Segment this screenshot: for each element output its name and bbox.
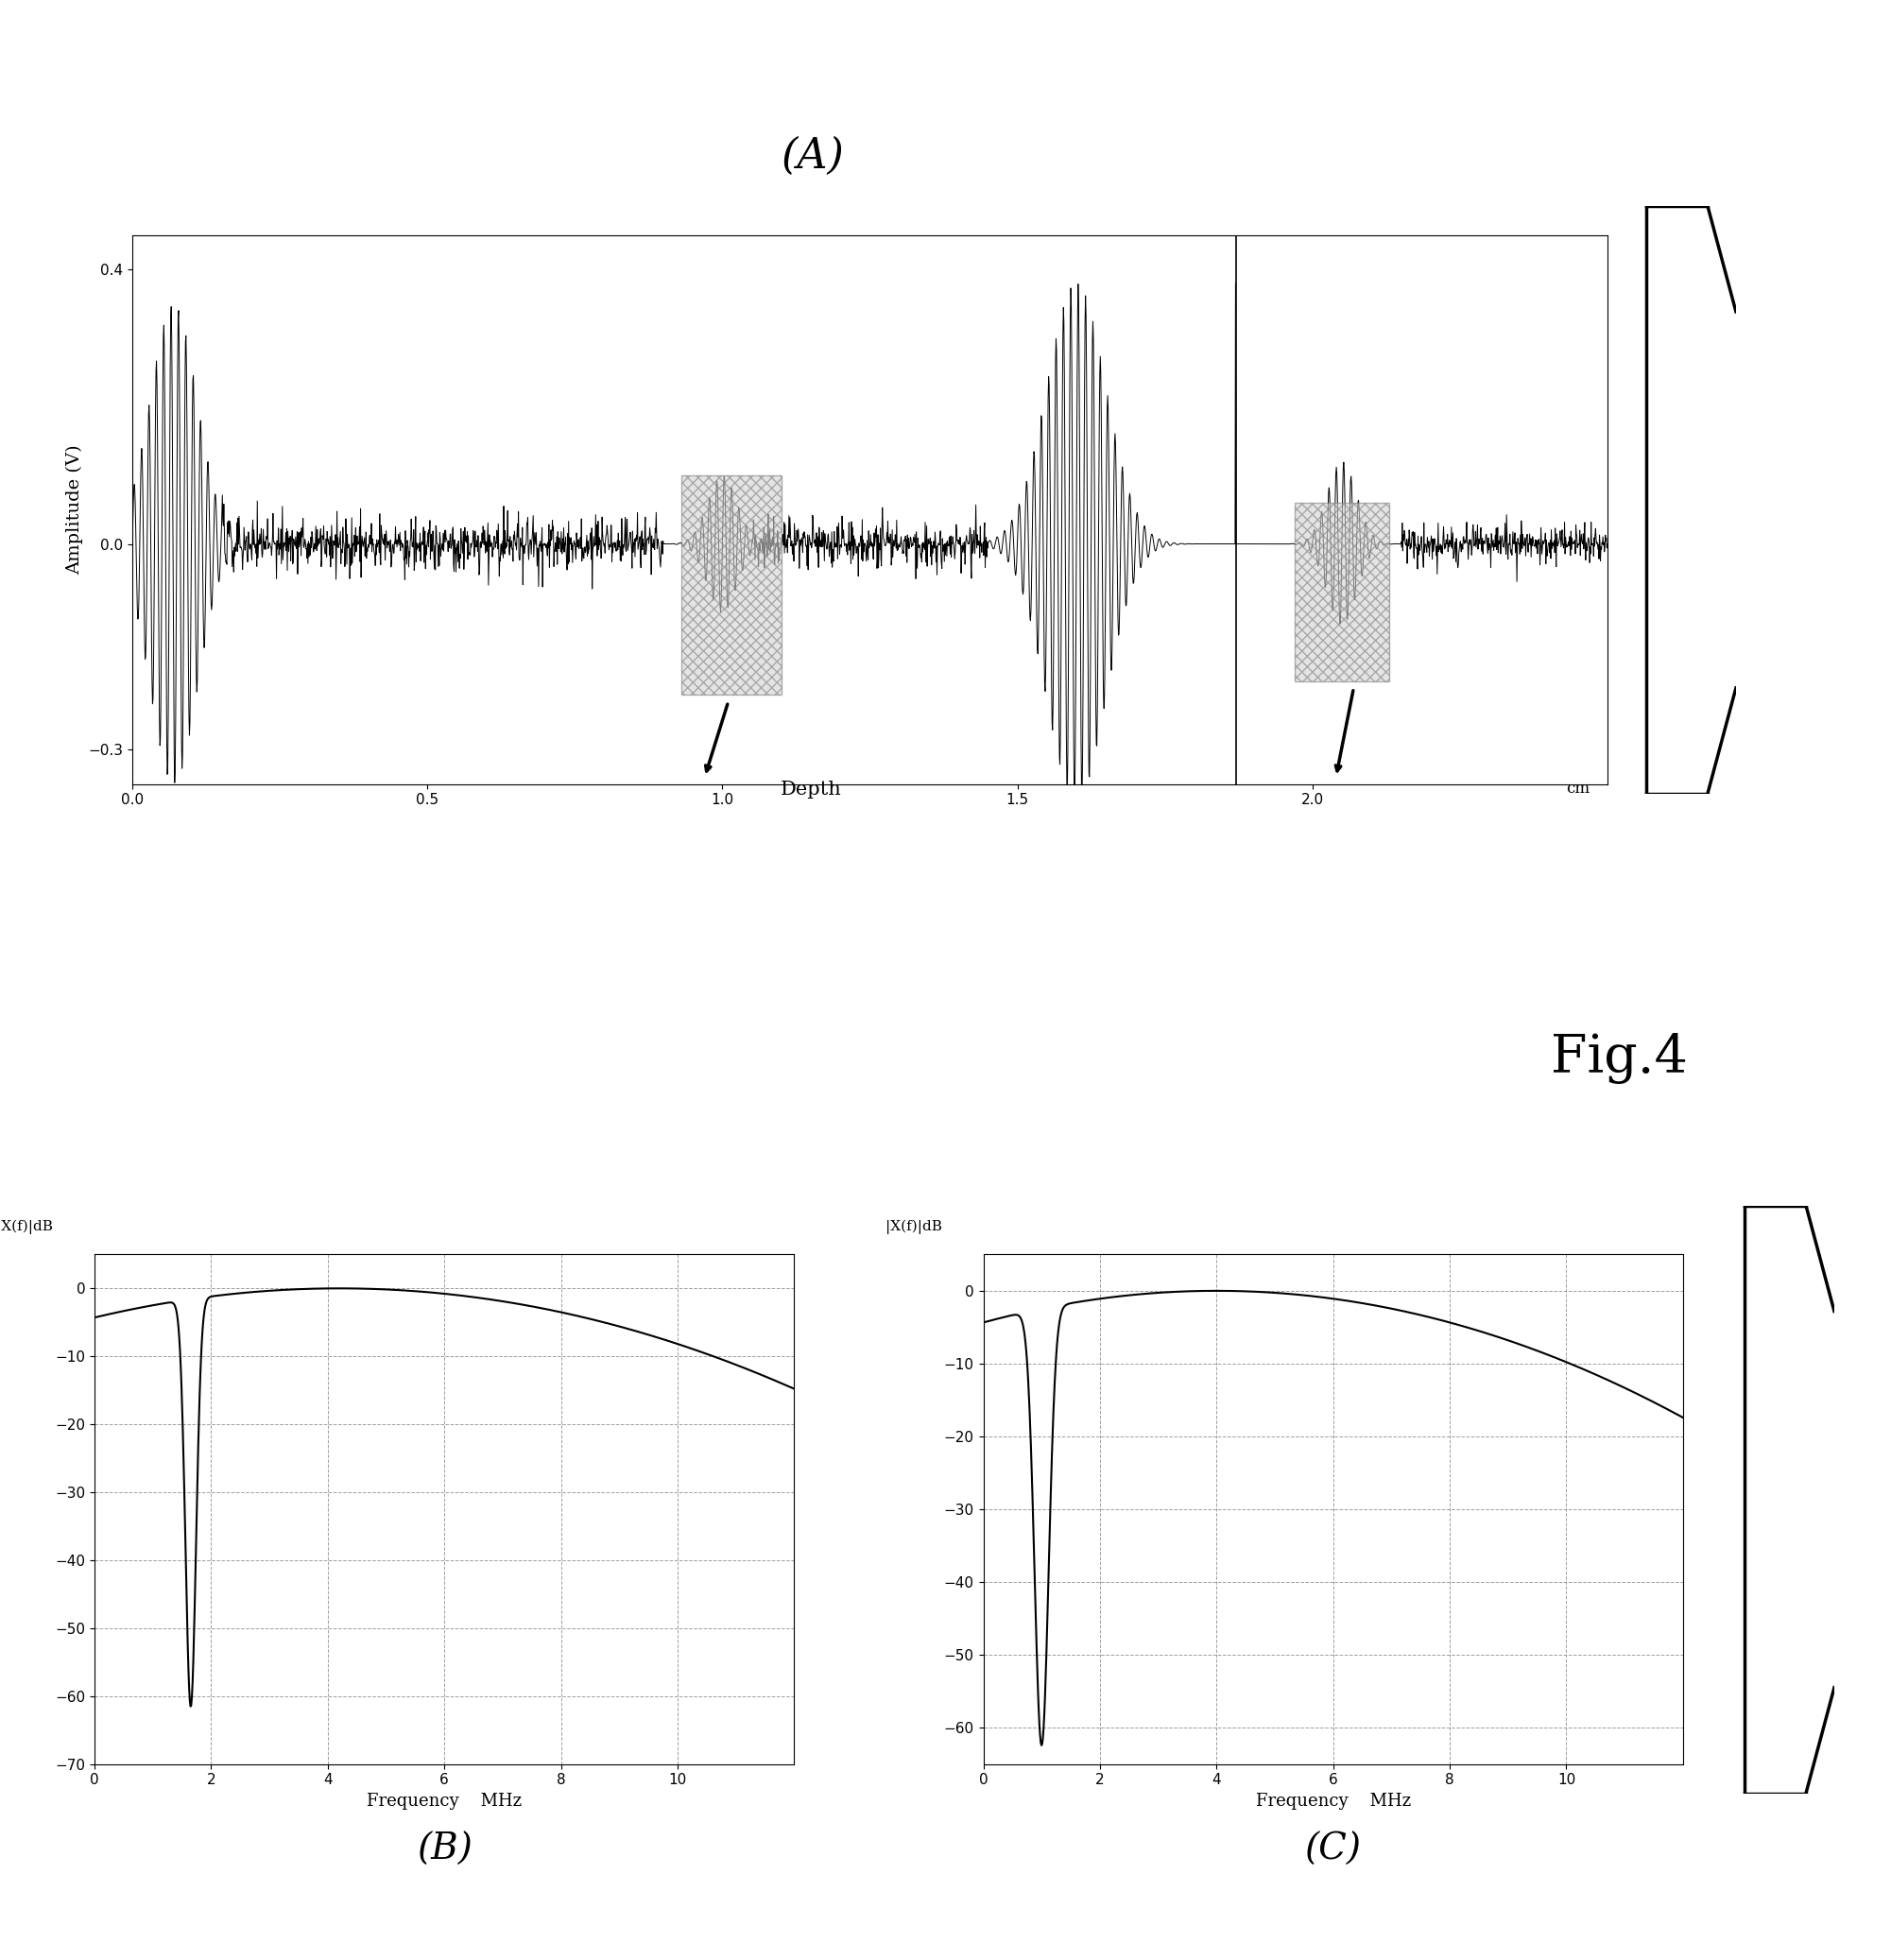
Text: cm: cm (1566, 780, 1590, 796)
Text: (B): (B) (416, 1833, 473, 1868)
Bar (681, 476, 781, 696)
Text: (C): (C) (1305, 1833, 1362, 1868)
X-axis label: Frequency    MHz: Frequency MHz (1256, 1793, 1411, 1809)
Text: |X(f)|dB: |X(f)|dB (885, 1219, 942, 1235)
Text: (A): (A) (781, 135, 845, 176)
X-axis label: Frequency    MHz: Frequency MHz (367, 1793, 522, 1809)
Bar (1295, 502, 1390, 682)
Text: Fig.4: Fig.4 (1551, 1033, 1687, 1084)
Text: Depth: Depth (781, 780, 841, 798)
Text: |X(f)|dB: |X(f)|dB (0, 1219, 53, 1235)
Y-axis label: Amplitude (V): Amplitude (V) (66, 445, 83, 574)
